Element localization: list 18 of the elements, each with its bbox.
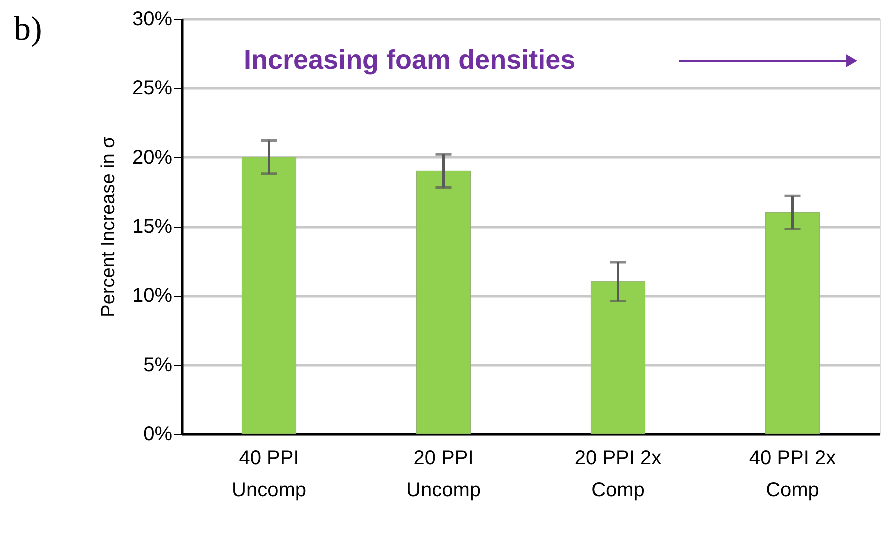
x-tick-label: 20 PPI 2x Comp [574,448,662,502]
y-tick-label: 5% [144,354,173,376]
bar [765,212,820,434]
y-tick-label: 20% [132,146,173,169]
y-tick-label: 30% [132,8,173,30]
bar [242,157,297,434]
y-tick-label: 0% [144,424,173,446]
y-tick-label: 25% [132,78,173,100]
x-tick-label: 40 PPI 2x Comp [749,448,836,502]
y-tick-label: 10% [132,285,173,308]
annotation: Increasing foam densities [244,45,576,75]
text: b) [14,11,42,48]
y-tick-label: 15% [132,216,173,238]
y-axis-title: Percent Increase in σ [98,136,120,318]
x-tick-label: 40 PPI Uncomp [232,448,306,502]
bar [416,170,472,434]
bar [590,282,646,434]
x-tick-label: 20 PPI Uncomp [406,448,481,502]
